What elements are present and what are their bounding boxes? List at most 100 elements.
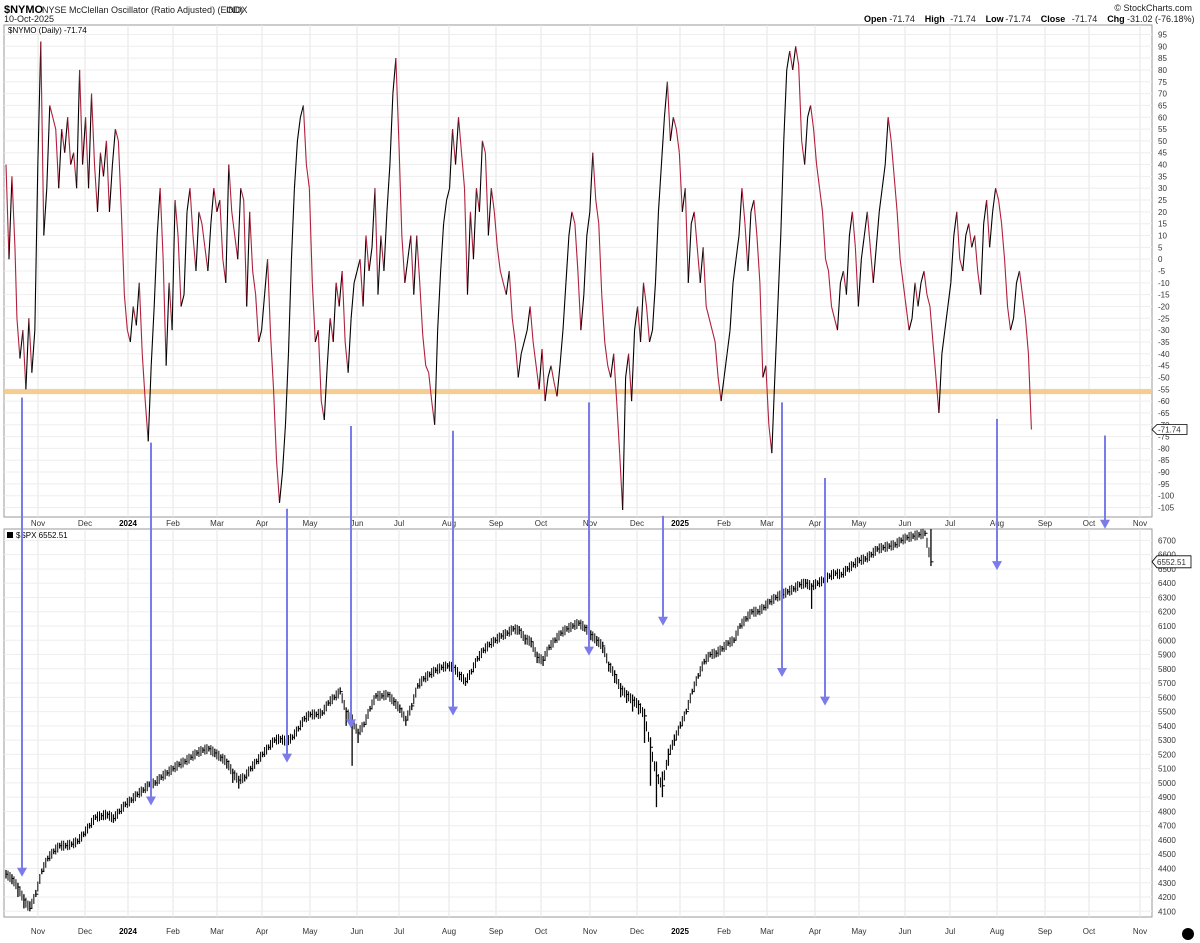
nymo-line-segment [547, 365, 552, 378]
nymo-line-segment [947, 282, 952, 307]
spx-bar [828, 569, 834, 581]
nymo-line-segment [586, 211, 591, 236]
nymo-line-segment [956, 211, 961, 260]
nymo-line-segment [589, 152, 594, 212]
spx-x-axis: Nov Dec 2024 Feb Mar Apr May Jun Jul Aug Sep Oct Nov… [31, 927, 1147, 936]
symbol-title: $NYMO [4, 4, 44, 16]
nymo-line-segment [535, 365, 540, 390]
spx-tick-label: 6200 [1158, 608, 1176, 617]
spx-bar [900, 533, 906, 545]
nymo-line-segment [392, 58, 397, 94]
nymo-line-segment [744, 223, 749, 272]
spx-tick-label: 5000 [1158, 779, 1176, 788]
divergence-arrow [346, 426, 356, 729]
spx-month-label: Sep [1038, 927, 1053, 936]
nymo-line-segment [628, 353, 633, 402]
nymo-line-segment [538, 349, 543, 390]
nymo-line-segment [499, 270, 504, 283]
nymo-month-label: Apr [809, 519, 822, 528]
nymo-line-segment [344, 341, 349, 373]
divergence-arrow-head-icon [1100, 519, 1110, 529]
nymo-line-segment [99, 152, 105, 177]
nymo-line-segment [481, 140, 486, 153]
spx-month-label: Nov [583, 927, 597, 936]
nymo-line-segment [404, 259, 409, 283]
spx-tick-label: 6600 [1158, 551, 1176, 560]
nymo-line-segment [732, 259, 737, 283]
nymo-line-segment [786, 50, 791, 71]
spx-bar [661, 759, 667, 798]
spx-month-label: Mar [760, 927, 774, 936]
nymo-line-segment [625, 353, 630, 378]
divergence-arrow [584, 402, 594, 656]
nymo-line-segment [240, 188, 245, 201]
spx-bar [494, 632, 500, 644]
nymo-tick-label: -60 [1158, 397, 1170, 406]
nymo-line-segment [222, 259, 227, 283]
nymo-line-segment [410, 235, 415, 295]
nymo-line-segment [517, 353, 522, 378]
nymo-line-segment [699, 247, 704, 283]
nymo-last-value: -71.74 [1151, 424, 1188, 435]
nymo-line-segment [884, 117, 889, 165]
ohlc-value-high: -71.74 [950, 14, 976, 24]
nymo-line-segment [648, 330, 654, 343]
nymo-line-segment [335, 282, 340, 307]
nymo-line-segment [669, 117, 674, 141]
scroll-dot-icon[interactable] [1182, 928, 1194, 940]
nymo-line-segment [440, 223, 445, 272]
nymo-line-segment [159, 188, 164, 260]
nymo-line-segment [37, 41, 42, 165]
nymo-line-segment [401, 235, 406, 283]
nymo-month-label: 2025 [671, 519, 689, 528]
nymo-line-segment [452, 129, 457, 165]
nymo-line-segment [544, 377, 549, 402]
spx-bar [655, 761, 661, 808]
nymo-line-segment [971, 235, 976, 248]
spx-tick-label: 4700 [1158, 822, 1176, 831]
nymo-month-label: Mar [760, 519, 774, 528]
ohlc-summary: Open -71.74 High -71.74 Low -71.74 Close -71.74… [864, 14, 1195, 24]
nymo-line-segment [484, 152, 489, 236]
spx-bar [727, 636, 733, 648]
spx-month-label: Dec [78, 927, 92, 936]
nymo-line-segment [965, 223, 970, 236]
nymo-line-segment [810, 105, 815, 130]
nymo-line-segment [726, 330, 731, 354]
nymo-month-label: Apr [256, 519, 269, 528]
spx-bar [566, 621, 572, 633]
nymo-line-segment [639, 282, 645, 342]
spx-bar [100, 809, 106, 821]
nymo-month-label: Jun [899, 519, 912, 528]
nymo-tick-label: -10 [1158, 279, 1170, 288]
nymo-line-segment [126, 330, 131, 343]
nymo-line-segment [869, 247, 874, 283]
nymo-line-segment [917, 282, 922, 307]
spx-bar [393, 697, 399, 712]
spx-bar [59, 840, 65, 851]
nymo-line-segment [768, 424, 773, 454]
spx-last-value-box [1151, 555, 1192, 569]
nymo-line-segment [935, 377, 940, 413]
spx-bar [804, 578, 811, 591]
nymo-line-segment [305, 164, 310, 189]
spx-bar [578, 619, 584, 631]
nymo-line-segment [666, 81, 671, 141]
spx-bar [47, 848, 53, 862]
nymo-line-segment [386, 164, 391, 212]
spx-bar [88, 815, 95, 829]
nymo-tick-label: -75 [1158, 433, 1170, 442]
nymo-line-segment [789, 50, 794, 71]
nymo-line-segment [1027, 353, 1032, 430]
spx-bar [864, 551, 870, 563]
nymo-line-segment [22, 330, 27, 390]
nymo-line-segment [395, 58, 400, 141]
nymo-tick-label: -105 [1158, 504, 1175, 513]
nymo-line-segment [496, 247, 501, 272]
nymo-line-segment [186, 188, 191, 212]
nymo-line-segment [234, 235, 239, 260]
divergence-arrow-head-icon [346, 719, 356, 729]
spx-tick-label: 6700 [1158, 536, 1176, 545]
nymo-line-segment [863, 211, 868, 236]
spx-month-label: Apr [809, 927, 822, 936]
